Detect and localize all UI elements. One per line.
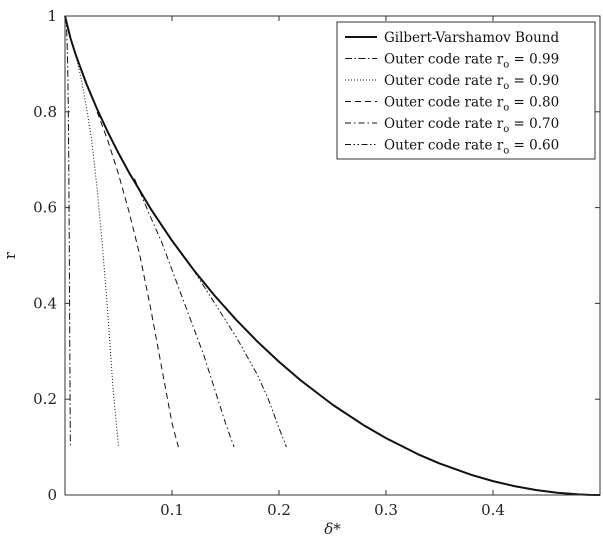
plot-frame [64, 15, 601, 496]
y-tick-label: 0.2 [33, 390, 57, 408]
series-line-5 [192, 269, 287, 448]
x-tick-label: 0.3 [374, 501, 398, 519]
legend-label: Outer code rate ro = 0.90 [384, 73, 559, 92]
y-axis: 0 0.2 0.4 0.6 0.8 1 [33, 7, 600, 504]
legend-label: Outer code rate ro = 0.60 [384, 138, 559, 157]
series-line-1 [65, 15, 71, 448]
legend-label: Gilbert-Varshamov Bound [384, 30, 559, 46]
x-tick-label: 0.1 [160, 501, 184, 519]
x-axis-title: δ* [324, 520, 341, 538]
y-tick-label: 1 [47, 7, 57, 25]
y-axis-title: r [1, 251, 19, 259]
series-line-2 [75, 54, 119, 448]
series-line-0 [64, 15, 601, 496]
y-tick-label: 0.8 [33, 103, 57, 121]
y-tick-label: 0 [47, 486, 57, 504]
x-tick-label: 0.2 [267, 501, 291, 519]
y-tick-label: 0.6 [33, 199, 57, 217]
legend-label: Outer code rate ro = 0.70 [384, 116, 559, 135]
x-axis: 0.1 0.2 0.3 0.4 [160, 16, 505, 519]
series-line-4 [134, 178, 235, 448]
x-tick-label: 0.4 [481, 501, 505, 519]
legend-label: Outer code rate ro = 0.99 [384, 52, 559, 71]
y-tick-label: 0.4 [33, 294, 57, 312]
legend-box [336, 21, 596, 160]
plot-area [64, 15, 601, 496]
legend-label: Outer code rate ro = 0.80 [384, 95, 559, 114]
series-line-3 [96, 111, 179, 448]
legend: Gilbert-Varshamov Bound Outer code rate r… [336, 21, 596, 160]
